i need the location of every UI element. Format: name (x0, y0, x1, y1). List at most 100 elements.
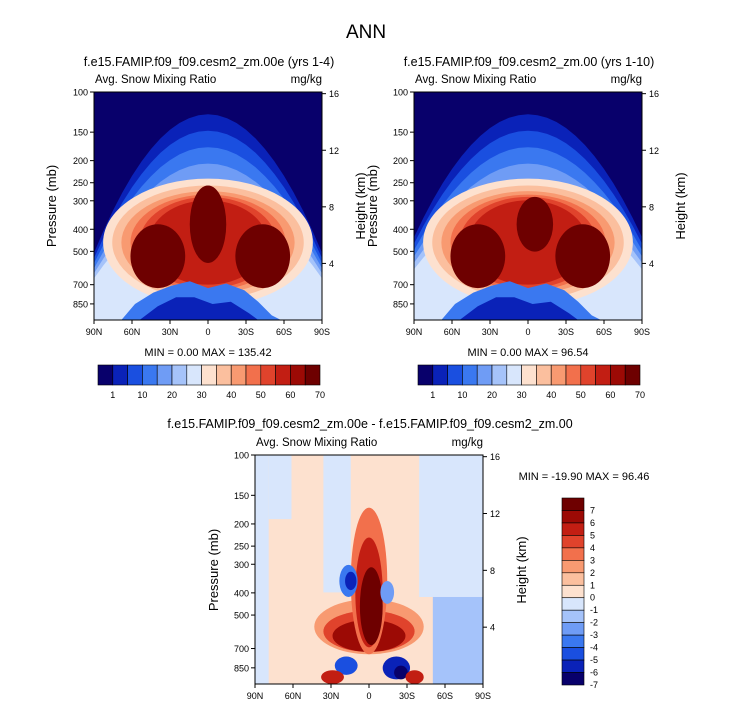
panel-2-ytick-label-6: 500 (393, 247, 408, 257)
panel-3-xtick-label-1: 60N (285, 691, 302, 701)
panel-3: f.e15.FAMIP.f09_f09.cesm2_zm.00e - f.e15… (167, 417, 649, 701)
colorbar-1-box-7 (201, 364, 217, 386)
panel-3-y2tick-label-0: 16 (490, 452, 500, 462)
colorbar-2-box-8 (536, 364, 552, 386)
colorbar-diff-label-14: -7 (590, 680, 598, 690)
panel-3-y2tick-label-1: 12 (490, 509, 500, 519)
colorbar-2-label-6: 60 (605, 390, 615, 400)
colorbar-1-label-7: 70 (315, 390, 325, 400)
panel-3-field (255, 455, 483, 684)
panel-3-ytick-label-5: 400 (234, 588, 249, 598)
panel-3-ytick-label-1: 150 (234, 491, 249, 501)
colorbar-2-box-1 (432, 364, 448, 386)
colorbar-diff-label-11: -4 (590, 643, 598, 653)
colorbar-diff-box-5 (561, 560, 585, 574)
colorbar-diff-box-2 (561, 522, 585, 536)
panel-2-ytick-label-2: 200 (393, 156, 408, 166)
colorbar-2-label-7: 70 (635, 390, 645, 400)
panel-2-core-sh (555, 224, 611, 289)
colorbar-diff-box-13 (561, 659, 585, 673)
panel-1-field (94, 114, 322, 320)
diff-e-12 (394, 665, 408, 680)
panel-1-ytick-label-2: 200 (73, 156, 88, 166)
panel-3-ytick-label-7: 700 (234, 644, 249, 654)
panel-1: f.e15.FAMIP.f09_f09.cesm2_zm.00e (yrs 1-… (44, 55, 368, 359)
panel-2-y2tick-label-2: 8 (649, 202, 654, 212)
panel-1-ytick-label-0: 100 (73, 88, 88, 98)
colorbar-diff-box-9 (561, 609, 585, 623)
panel-1-label-left: Avg. Snow Mixing Ratio (95, 74, 216, 86)
colorbar-1: 1 10 20 30 40 50 60 70 (97, 364, 325, 400)
panel-2-ytick-label-0: 100 (393, 88, 408, 98)
panel-3-y2tick-label-2: 8 (490, 566, 495, 576)
colorbar-2-label-3: 30 (517, 390, 527, 400)
colorbar-2-box-5 (491, 364, 508, 386)
diff-band-2 (268, 455, 292, 520)
main-title: ANN (346, 22, 386, 43)
colorbar-1-label-0: 1 (110, 390, 115, 400)
colorbar-diff-box-6 (561, 572, 585, 586)
colorbar-2-box-12 (595, 364, 611, 386)
diff-e-13 (321, 670, 344, 684)
colorbar-diff-box-10 (561, 622, 585, 636)
panel-1-y2tick-label-2: 8 (329, 202, 334, 212)
colorbar-2-box-10 (565, 364, 582, 386)
colorbar-diff-box-14 (561, 672, 585, 686)
panel-1-xtick-label-0: 90N (86, 327, 103, 337)
panel-1-y2tick-label-3: 4 (329, 259, 334, 269)
diff-e-8 (345, 571, 357, 591)
panel-2-xtick-label-5: 60S (596, 327, 612, 337)
colorbar-2-box-2 (447, 364, 463, 386)
colorbar-diff-label-5: 2 (590, 568, 595, 578)
diff-band-1 (255, 455, 269, 684)
panel-2-ytick-label-8: 850 (393, 299, 408, 309)
panel-2-label-right: mg/kg (611, 74, 642, 86)
panel-3-ytick-label-8: 850 (234, 663, 249, 673)
panel-1-ytick-label-8: 850 (73, 299, 88, 309)
colorbar-2-label-0: 1 (430, 390, 435, 400)
colorbar-1-box-11 (260, 364, 276, 386)
panel-2-xtick-label-0: 90N (406, 327, 423, 337)
colorbar-diff-label-3: 4 (590, 543, 595, 553)
panel-3-ytick-label-6: 500 (234, 611, 249, 621)
colorbar-2-box-14 (624, 364, 641, 386)
panel-2-core-eq (516, 196, 554, 252)
panel-2-ytick-label-1: 150 (393, 128, 408, 138)
colorbar-1-box-2 (127, 364, 143, 386)
panel-2-ytick-label-5: 400 (393, 225, 408, 235)
panel-2-xtick-label-2: 30N (482, 327, 499, 337)
colorbar-1-box-10 (245, 364, 262, 386)
panel-3-ytick-label-3: 250 (234, 542, 249, 552)
panel-3-xtick-label-0: 90N (247, 691, 264, 701)
colorbar-2-box-7 (521, 364, 537, 386)
colorbar-1-label-4: 40 (226, 390, 236, 400)
panel-3-label-right: mg/kg (452, 437, 483, 449)
panel-1-ytick-label-6: 500 (73, 247, 88, 257)
panel-1-xtick-label-2: 30N (162, 327, 179, 337)
panel-3-xtick-label-4: 30S (399, 691, 415, 701)
panel-2-y2tick-label-0: 16 (649, 89, 659, 99)
panel-1-ytick-label-7: 700 (73, 280, 88, 290)
colorbar-diff-label-8: -1 (590, 605, 598, 615)
panel-2-ytick-label-4: 300 (393, 196, 408, 206)
panel-1-ytick-label-5: 400 (73, 225, 88, 235)
colorbar-2-label-1: 10 (457, 390, 467, 400)
panel-2-lowblue-2 (459, 297, 579, 320)
colorbar-2-box-6 (506, 364, 522, 386)
colorbar-1-box-0 (97, 364, 114, 386)
colorbar-diff-label-2: 5 (590, 530, 595, 540)
colorbar-1-box-4 (156, 364, 173, 386)
colorbar-1-label-3: 30 (197, 390, 207, 400)
colorbar-2-label-4: 40 (546, 390, 556, 400)
colorbar-diff-label-12: -5 (590, 655, 598, 665)
panel-1-lowblue-2 (139, 297, 259, 320)
colorbar-diff: 7 6 5 4 3 2 1 0 -1 -2 -3 -4 -5 -6 -7 (561, 497, 598, 690)
diff-e-14 (405, 670, 424, 684)
panel-1-xtick-label-5: 60S (276, 327, 292, 337)
colorbar-diff-label-1: 6 (590, 518, 595, 528)
panel-3-xtick-label-2: 30N (323, 691, 340, 701)
colorbar-diff-box-8 (561, 597, 585, 611)
colorbar-1-box-8 (216, 364, 232, 386)
colorbar-diff-label-0: 7 (590, 505, 595, 515)
panel-2-field (414, 114, 642, 320)
